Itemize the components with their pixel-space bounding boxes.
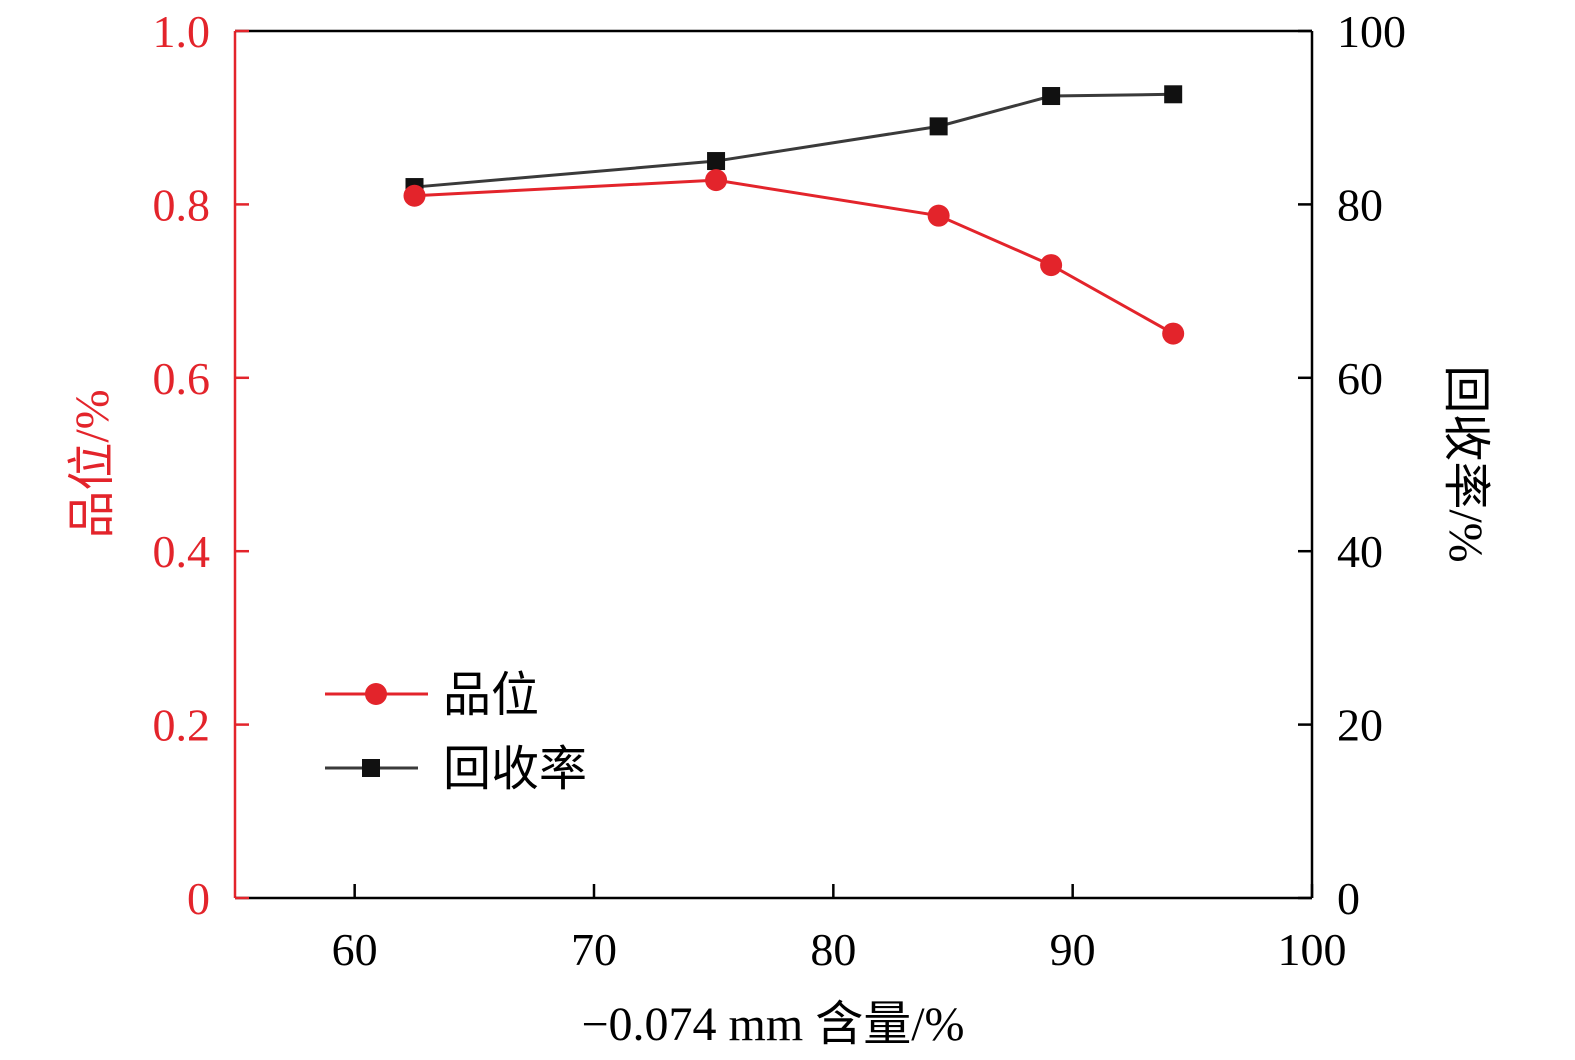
- x-tick-label: 100: [1278, 924, 1347, 975]
- legend-recovery-label: 回收率: [443, 743, 587, 796]
- right-y-tick-label: 20: [1337, 700, 1383, 751]
- left-y-tick-label: 0.8: [153, 179, 211, 230]
- grade-series-line: [414, 178, 1174, 335]
- x-tick-label: 80: [810, 924, 856, 975]
- legend-recovery-marker: [362, 759, 380, 777]
- left-y-tick-label: 0.4: [153, 526, 211, 577]
- x-tick-label: 90: [1050, 924, 1096, 975]
- right-y-tick-label: 80: [1337, 179, 1383, 230]
- left-y-axis-ticks: 0 0.2 0.4 0.6 0.8 1.0: [153, 6, 249, 924]
- right-y-axis-ticks: 0 20 40 60 80 100: [1298, 6, 1406, 924]
- legend-item-grade: 品位: [325, 669, 539, 722]
- legend-grade-label: 品位: [443, 669, 539, 722]
- left-y-tick-label: 1.0: [153, 6, 211, 57]
- left-y-axis-title: 品位/%: [66, 389, 119, 538]
- grade-data-point: [1162, 322, 1185, 345]
- right-y-tick-label: 0: [1337, 873, 1360, 924]
- recovery-data-point: [707, 152, 726, 171]
- left-y-tick-label: 0: [187, 873, 210, 924]
- recovery-data-point: [1042, 87, 1061, 106]
- grade-data-point: [403, 184, 426, 207]
- recovery-data-point: [929, 117, 948, 136]
- right-y-axis-title: 回收率/%: [1439, 365, 1492, 562]
- series-layer: [403, 85, 1185, 345]
- right-y-tick-label: 40: [1337, 526, 1383, 577]
- recovery-series-line: [414, 92, 1174, 189]
- x-axis-title: −0.074 mm 含量/%: [581, 998, 964, 1051]
- x-tick-label: 60: [332, 924, 378, 975]
- left-y-tick-label: 0.6: [153, 353, 211, 404]
- x-axis-ticks: 60 70 80 90 100: [332, 884, 1347, 975]
- grade-data-point: [927, 204, 950, 227]
- right-y-tick-label: 60: [1337, 353, 1383, 404]
- legend-item-recovery: 回收率: [325, 743, 587, 796]
- legend: 品位 回收率: [325, 669, 587, 796]
- right-y-tick-label: 100: [1337, 6, 1406, 57]
- grade-data-point: [705, 169, 728, 192]
- recovery-data-point: [1164, 85, 1183, 104]
- x-tick-label: 70: [571, 924, 617, 975]
- grade-data-point: [1040, 254, 1063, 277]
- legend-grade-marker: [365, 683, 387, 705]
- left-y-tick-label: 0.2: [153, 700, 211, 751]
